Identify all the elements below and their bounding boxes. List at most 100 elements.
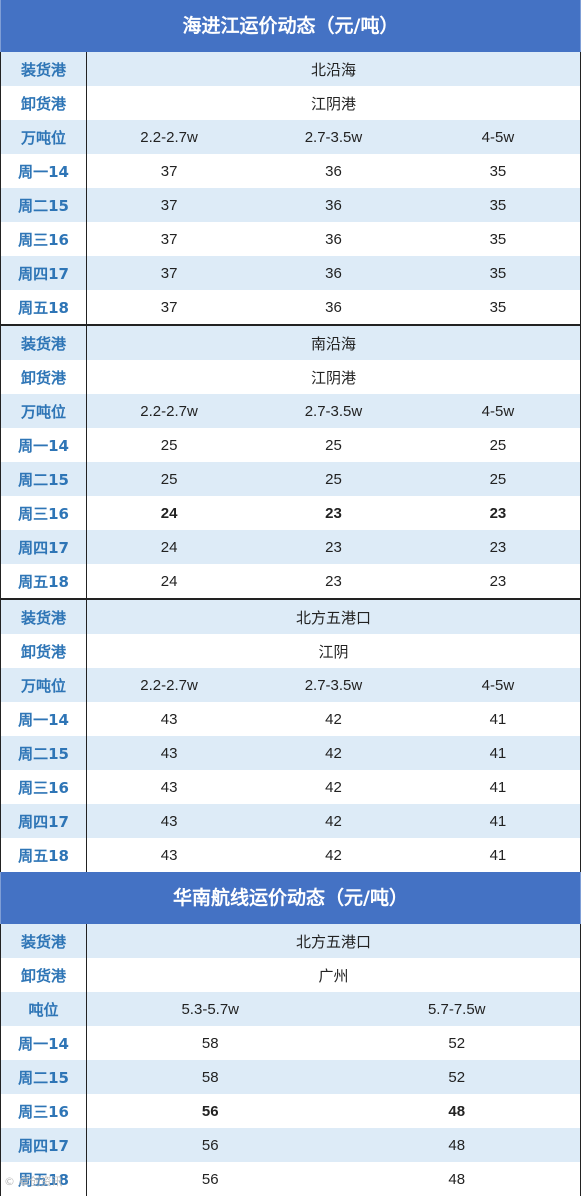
table-cell: 42 — [325, 710, 342, 728]
table-cell: 23 — [325, 504, 342, 522]
table-cell: 41 — [415, 736, 581, 770]
table-row: 周二15 25 25 25 — [0, 462, 581, 496]
table-cell: 41 — [415, 804, 581, 838]
table-cell: 江阴 — [86, 634, 581, 668]
table-cell: 5.3-5.7w — [86, 992, 334, 1026]
table-cell: 43 — [160, 778, 178, 796]
table-row: 周三16 24 23 23 — [0, 496, 581, 530]
table-cell: 58 — [86, 1060, 334, 1094]
row-label: 周二15 — [0, 188, 87, 222]
row-label: 卸货港 — [0, 958, 87, 992]
table-row: 周二15 37 36 35 — [0, 188, 581, 222]
table-cell: 北沿海 — [86, 52, 581, 86]
table-row: 装货港 北方五港口 — [0, 924, 581, 958]
rate-table: 装货港 南沿海 卸货港 江阴港 万吨位 2.2-2.7w 2.7-3.5w 4-5w 周一14 2… — [0, 325, 581, 599]
section-title: 海进江运价动态（元/吨） — [0, 0, 581, 52]
rate-table: 装货港 北沿海 卸货港 江阴港 万吨位 2.2-2.7w 2.7-3.5w 4-5w 周一14 3… — [0, 52, 581, 325]
table-cell: 广州 — [86, 958, 581, 992]
table-cell: 24 — [160, 504, 178, 522]
row-label: 周二15 — [0, 736, 87, 770]
row-label: 周一14 — [0, 428, 87, 462]
row-label: 周五18 — [0, 1162, 87, 1196]
table-cell: 23 — [251, 530, 416, 564]
table-row: 卸货港 江阴港 — [0, 86, 581, 120]
table-cell: 56 — [201, 1102, 219, 1120]
row-label: 周五18 — [0, 564, 87, 599]
row-label: 万吨位 — [0, 394, 87, 428]
table-cell: 37 — [160, 162, 178, 180]
table-cell: 41 — [415, 702, 581, 736]
table-row: 万吨位 2.2-2.7w 2.7-3.5w 4-5w — [0, 120, 581, 154]
table-row: 周五18 24 23 23 — [0, 564, 581, 599]
table-cell: 4-5w — [415, 668, 581, 702]
table-cell: 25 — [160, 436, 178, 454]
table-cell: 25 — [415, 428, 581, 462]
table-cell: 25 — [325, 436, 342, 454]
table-cell: 43 — [160, 846, 178, 864]
row-label: 装货港 — [0, 52, 87, 86]
row-label: 周五18 — [0, 838, 87, 872]
table-row: 周四17 37 36 35 — [0, 256, 581, 290]
table-cell: 35 — [415, 290, 581, 325]
table-cell: 2.7-3.5w — [251, 120, 416, 154]
table-cell: 北方五港口 — [86, 599, 581, 634]
row-label: 周一14 — [0, 154, 87, 188]
table-cell: 42 — [325, 778, 342, 796]
table-row: 周五18 43 42 41 — [0, 838, 581, 872]
row-label: 吨位 — [0, 992, 87, 1026]
row-label: 周四17 — [0, 1128, 87, 1162]
table-cell: 南沿海 — [86, 325, 581, 360]
row-label: 周三16 — [0, 1094, 87, 1128]
table-cell: 35 — [415, 154, 581, 188]
table-cell: 5.7-7.5w — [333, 992, 581, 1026]
table-row: 装货港 北沿海 — [0, 52, 581, 86]
row-label: 周四17 — [0, 256, 87, 290]
table-cell: 52 — [333, 1060, 581, 1094]
row-label: 卸货港 — [0, 634, 87, 668]
table-cell: 41 — [415, 770, 581, 804]
row-label: 周四17 — [0, 804, 87, 838]
table-row: 卸货港 江阴 — [0, 634, 581, 668]
table-row: 周三16 43 42 41 — [0, 770, 581, 804]
table-cell: 36 — [325, 230, 342, 248]
watermark: © 卓创资讯 — [4, 1175, 63, 1188]
table-cell: 37 — [160, 230, 178, 248]
table-row: 周一14 43 42 41 — [0, 702, 581, 736]
table-cell: 江阴港 — [86, 86, 581, 120]
row-label: 周一14 — [0, 702, 87, 736]
table-cell: 37 — [86, 290, 252, 325]
table-cell: 23 — [251, 564, 416, 599]
table-cell: 2.7-3.5w — [251, 668, 416, 702]
table-cell: 24 — [86, 530, 252, 564]
table-cell: 36 — [251, 290, 416, 325]
table-cell: 37 — [86, 256, 252, 290]
table-cell: 48 — [333, 1162, 581, 1196]
table-cell: 25 — [86, 462, 252, 496]
table-row: 周四17 56 48 — [0, 1128, 581, 1162]
table-cell: 35 — [415, 222, 581, 256]
table-row: 周一14 25 25 25 — [0, 428, 581, 462]
table-cell: 23 — [415, 564, 581, 599]
table-cell: 25 — [251, 462, 416, 496]
table-row: 周四17 43 42 41 — [0, 804, 581, 838]
table-row: 万吨位 2.2-2.7w 2.7-3.5w 4-5w — [0, 668, 581, 702]
table-cell: 23 — [415, 496, 581, 530]
table-cell: 56 — [86, 1128, 334, 1162]
table-cell: 北方五港口 — [86, 924, 581, 958]
table-cell: 56 — [201, 1170, 219, 1188]
table-cell: 25 — [415, 462, 581, 496]
table-row: 周一14 37 36 35 — [0, 154, 581, 188]
table-row: 周二15 43 42 41 — [0, 736, 581, 770]
row-label: 周二15 — [0, 1060, 87, 1094]
row-label: 周四17 — [0, 530, 87, 564]
table-row: 卸货港 广州 — [0, 958, 581, 992]
table-row: 万吨位 2.2-2.7w 2.7-3.5w 4-5w — [0, 394, 581, 428]
row-label: 周三16 — [0, 770, 87, 804]
table-cell: 36 — [251, 188, 416, 222]
table-row: 装货港 北方五港口 — [0, 599, 581, 634]
table-cell: 37 — [86, 188, 252, 222]
rate-table: 装货港 北方五港口 卸货港 广州 吨位 5.3-5.7w 5.7-7.5w 周一14 58 52 周… — [0, 924, 581, 1196]
table-row: 周五18 56 48 — [0, 1162, 581, 1196]
table-cell: 42 — [251, 736, 416, 770]
